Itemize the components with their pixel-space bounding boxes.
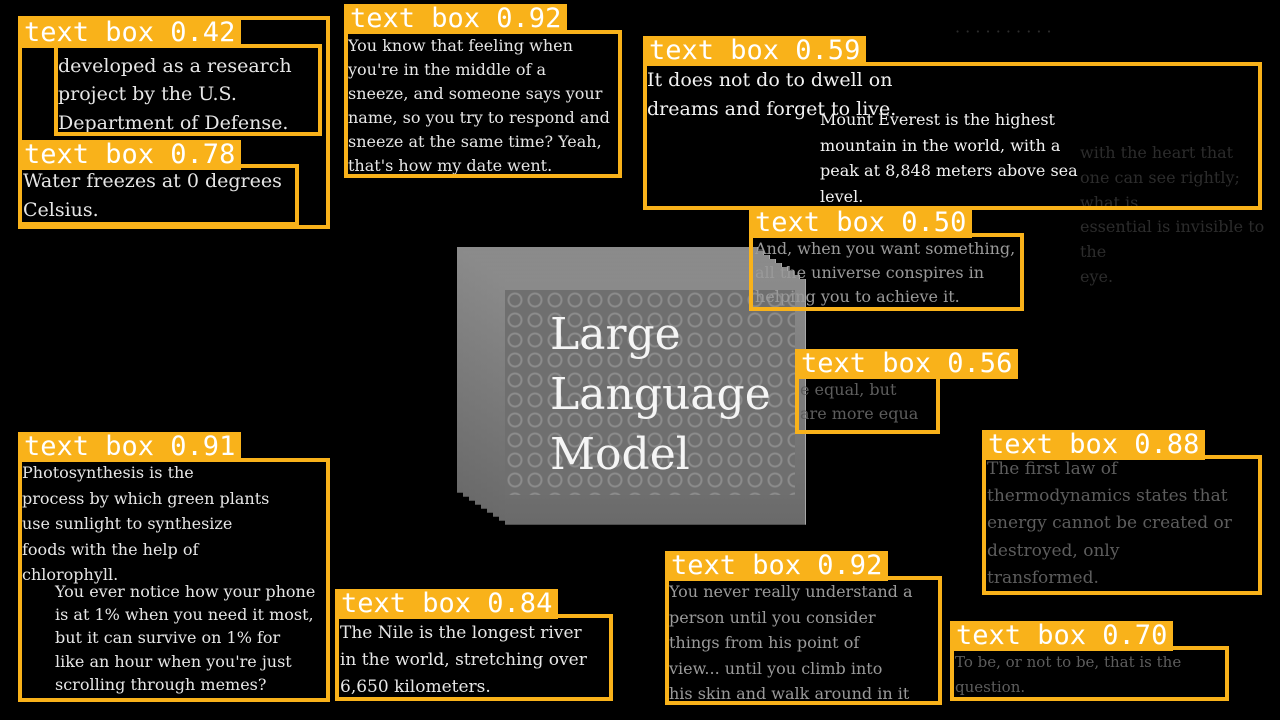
detection-box-4 — [18, 164, 299, 226]
background-text-3: with the heart that one can see rightly;… — [1080, 143, 1265, 286]
detection-box-12 — [950, 646, 1229, 701]
detected-text-2: You know that feeling when you're in the… — [348, 36, 610, 175]
background-text-1: It does not do to dwell on dreams and fo… — [647, 69, 897, 120]
detection-label-10: text box 0.84 — [335, 589, 559, 619]
background-text-2: Mount Everest is the highest mountain in… — [820, 110, 1078, 206]
detection-box-10 — [335, 614, 613, 701]
detection-label-5: text box 0.50 — [749, 208, 973, 238]
detection-label-11: text box 0.92 — [665, 551, 889, 581]
detection-label-2: text box 0.92 — [344, 4, 568, 34]
detection-label-8: text box 0.91 — [18, 432, 242, 462]
detected-text-4: Water freezes at 0 degrees Celsius. — [23, 170, 282, 221]
detection-box-11 — [665, 576, 942, 705]
detection-box-3 — [643, 62, 1262, 210]
detection-label-1: text box 0.42 — [18, 18, 242, 48]
detected-text-9: You ever notice how your phone is at 1% … — [55, 582, 316, 694]
detected-text-6: e equal, but are more equa — [800, 380, 919, 423]
background-text-faint: · · · · · · · · · · — [955, 22, 1052, 41]
detection-label-4: text box 0.78 — [18, 140, 242, 170]
detected-text-8: Photosynthesis is the process by which g… — [22, 463, 270, 585]
detection-box-7 — [982, 455, 1262, 595]
detection-label-7: text box 0.88 — [982, 430, 1206, 460]
detected-text-1: inally developed as a research project b… — [58, 26, 292, 134]
detected-text-5: And, when you want something, all the un… — [755, 239, 1016, 306]
detected-text-10: The Nile is the longest river in the wor… — [340, 623, 587, 698]
detection-label-12: text box 0.70 — [950, 621, 1174, 651]
detection-box-8 — [18, 458, 330, 702]
detected-text-11: You never really understand a person unt… — [669, 582, 913, 704]
detected-text-7: The first law of thermodynamics states t… — [987, 459, 1232, 588]
front-page — [505, 290, 795, 495]
detection-box-5 — [749, 233, 1024, 311]
detection-box-1 — [54, 44, 322, 136]
detected-text-12: To be, or not to be, that is the questio… — [955, 653, 1182, 696]
center-title: Large Language Model — [550, 309, 771, 480]
detection-label-3: text box 0.59 — [643, 36, 867, 66]
detection-box-6 — [795, 374, 940, 434]
detection-label-6: text box 0.56 — [795, 349, 1019, 379]
detection-box-2 — [344, 30, 622, 178]
